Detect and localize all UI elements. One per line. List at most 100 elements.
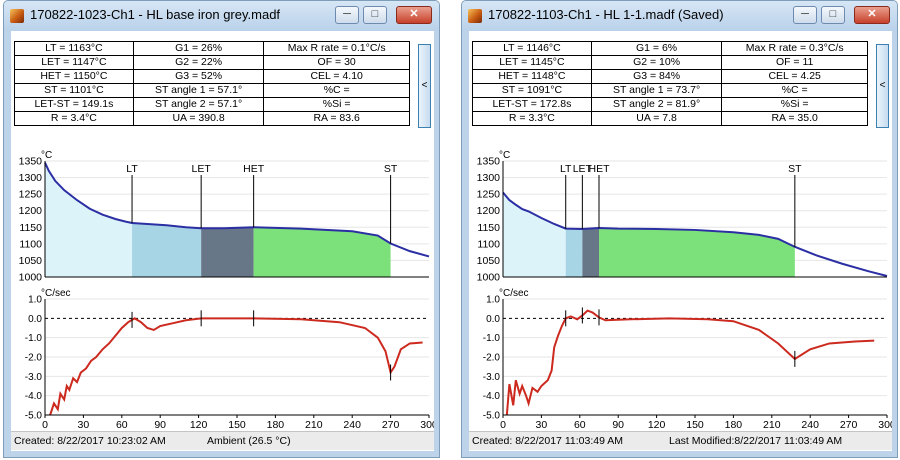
- temp-tick-label: 1200: [19, 205, 43, 217]
- temp-tick-label: 1150: [19, 222, 42, 234]
- minimize-button[interactable]: ─: [793, 6, 817, 24]
- app-icon: [468, 9, 482, 23]
- stat-cell: ST = 1091°C: [472, 83, 592, 98]
- x-tick-label: 240: [343, 419, 361, 431]
- x-tick-label: 30: [78, 419, 90, 431]
- stat-cell: LET-ST = 149.1s: [14, 97, 134, 112]
- stat-cell: LET-ST = 172.8s: [472, 97, 592, 112]
- x-tick-label: 120: [648, 419, 666, 431]
- x-tick-label: 60: [116, 419, 128, 431]
- x-tick-label: 180: [725, 419, 743, 431]
- temp-tick-label: 1350: [19, 156, 43, 168]
- x-tick-label: 150: [686, 419, 704, 431]
- temp-axis-unit: °C: [499, 150, 510, 161]
- x-tick-label: 90: [612, 419, 624, 431]
- cooling-rate-line: [49, 317, 423, 416]
- temp-tick-label: 1200: [477, 205, 501, 217]
- temp-tick-label: 1250: [19, 189, 43, 201]
- stat-cell: ST angle 2 = 57.1°: [132, 97, 265, 112]
- rate-tick-label: -4.0: [483, 391, 501, 402]
- maximize-button[interactable]: □: [363, 6, 387, 24]
- stat-cell: G2 = 10%: [590, 55, 723, 70]
- title-bar[interactable]: 170822-1023-Ch1 - HL base iron grey.madf…: [4, 1, 439, 31]
- rate-tick-label: 1.0: [28, 295, 42, 306]
- stat-cell: UA = 7.8: [590, 111, 723, 126]
- x-tick-label: 180: [267, 419, 285, 431]
- x-tick-label: 270: [382, 419, 400, 431]
- cooling-rate-line: [505, 309, 875, 416]
- window-title: 170822-1103-Ch1 - HL 1-1.madf (Saved): [488, 7, 724, 22]
- x-tick-label: 0: [500, 419, 506, 431]
- temp-tick-label: 1250: [477, 189, 501, 201]
- x-tick-label: 300: [420, 419, 434, 431]
- stat-cell: ST = 1101°C: [14, 83, 134, 98]
- temp-tick-label: 1100: [477, 238, 500, 250]
- temp-axis-unit: °C: [41, 150, 52, 161]
- stat-cell: HET = 1148°C: [472, 69, 592, 84]
- rate-tick-label: -5.0: [25, 411, 43, 422]
- close-button[interactable]: ✕: [396, 6, 432, 24]
- temp-region: [503, 192, 566, 277]
- temp-tick-label: 1300: [477, 172, 501, 184]
- stat-cell: R = 3.3°C: [472, 111, 592, 126]
- collapse-panel-button[interactable]: <: [418, 44, 431, 128]
- temp-tick-label: 1050: [19, 255, 43, 267]
- temp-tick-label: 1150: [477, 222, 500, 234]
- temp-tick-label: 1350: [477, 156, 501, 168]
- status-created: Created: 8/22/2017 10:23:02 AM: [14, 435, 166, 447]
- temp-region: [565, 228, 583, 277]
- stat-cell: G1 = 6%: [590, 41, 723, 56]
- stats-row: R = 3.4°C UA = 390.8 RA = 83.6: [14, 111, 410, 126]
- rate-tick-label: -4.0: [25, 391, 43, 402]
- temp-region: [201, 227, 254, 277]
- stats-row: R = 3.3°C UA = 7.8 RA = 35.0: [472, 111, 868, 126]
- status-bar: Created: 8/22/2017 10:23:02 AM Ambient (…: [11, 431, 434, 450]
- x-tick-label: 120: [190, 419, 208, 431]
- stat-cell: R = 3.4°C: [14, 111, 134, 126]
- collapse-panel-button[interactable]: <: [876, 44, 889, 128]
- x-tick-label: 30: [536, 419, 548, 431]
- marker-label-het: HET: [243, 163, 265, 175]
- close-button[interactable]: ✕: [854, 6, 890, 24]
- stats-row: LT = 1146°C G1 = 6% Max R rate = 0.3°C/s: [472, 41, 868, 56]
- temp-region: [253, 227, 391, 277]
- stats-row: ST = 1101°C ST angle 1 = 57.1° %C =: [14, 83, 410, 98]
- temp-region: [582, 227, 599, 277]
- marker-label-let: LET: [573, 163, 593, 175]
- stat-cell: G2 = 22%: [132, 55, 265, 70]
- marker-label-st: ST: [788, 163, 802, 175]
- client-area: LT = 1146°C G1 = 6% Max R rate = 0.3°C/s…: [469, 31, 892, 451]
- rate-axis-unit: °C/sec: [499, 288, 529, 299]
- maximize-button[interactable]: □: [821, 6, 845, 24]
- stat-cell: RA = 83.6: [263, 111, 410, 126]
- x-tick-label: 150: [228, 419, 246, 431]
- temp-region: [599, 227, 795, 277]
- temp-tick-label: 1000: [477, 272, 501, 284]
- stat-cell: CEL = 4.10: [263, 69, 410, 84]
- rate-tick-label: 1.0: [486, 295, 500, 306]
- stat-cell: UA = 390.8: [132, 111, 265, 126]
- minimize-button[interactable]: ─: [335, 6, 359, 24]
- x-tick-label: 0: [42, 419, 48, 431]
- cooling-curve-line: [44, 162, 430, 258]
- status-bar: Created: 8/22/2017 11:03:49 AM Last Modi…: [469, 431, 892, 450]
- window-right: 170822-1103-Ch1 - HL 1-1.madf (Saved) ─ …: [461, 0, 898, 458]
- temp-tick-label: 1050: [477, 255, 501, 267]
- marker-label-lt: LT: [560, 163, 572, 175]
- stats-row: LET = 1145°C G2 = 10% OF = 11: [472, 55, 868, 70]
- temp-region: [45, 162, 133, 277]
- status-created: Created: 8/22/2017 11:03:49 AM: [472, 435, 623, 447]
- stats-row: ST = 1091°C ST angle 1 = 73.7° %C =: [472, 83, 868, 98]
- rate-tick-label: -1.0: [25, 333, 43, 344]
- rate-tick-label: -1.0: [483, 333, 501, 344]
- x-tick-label: 90: [154, 419, 166, 431]
- x-tick-label: 270: [840, 419, 858, 431]
- temp-tick-label: 1300: [19, 172, 43, 184]
- rate-tick-label: -2.0: [483, 353, 501, 364]
- x-tick-label: 210: [763, 419, 781, 431]
- x-tick-label: 300: [878, 419, 892, 431]
- title-bar[interactable]: 170822-1103-Ch1 - HL 1-1.madf (Saved) ─ …: [462, 1, 897, 31]
- marker-label-st: ST: [384, 163, 398, 175]
